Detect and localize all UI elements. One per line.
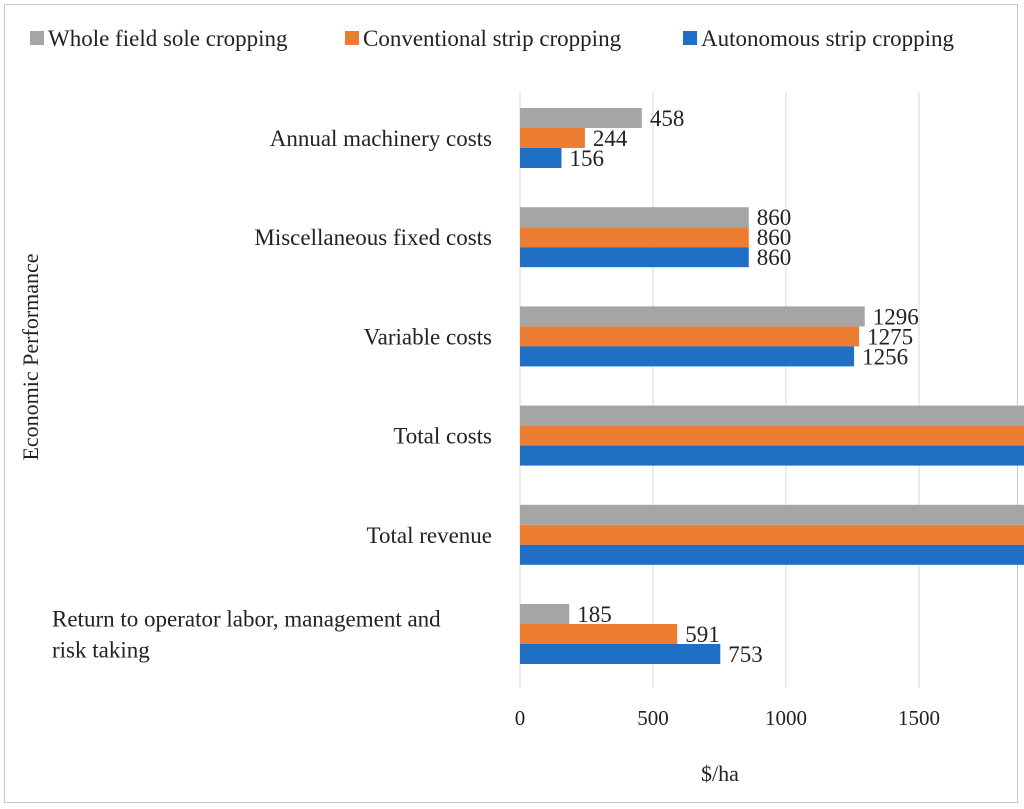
bar [520,227,749,248]
data-label: 1256 [862,344,908,369]
x-tick-label: 1000 [765,706,807,730]
category-label: Total revenue [367,523,492,548]
data-label: 185 [577,602,612,627]
category-label: Total costs [393,424,492,449]
category-label: Annual machinery costs [270,126,492,151]
x-axis-label: $/ha [701,761,739,786]
category-label: Variable costs [364,324,492,349]
x-tick-label: 500 [637,706,669,730]
bar [520,207,749,228]
bar [520,604,570,624]
data-label: 1275 [867,324,913,349]
bar [520,504,1024,525]
bar [520,306,865,327]
legend-label: Whole field sole cropping [48,26,288,51]
bar [520,544,1024,565]
bar [520,326,860,347]
legend: Whole field sole cropping Conventional st… [30,26,954,51]
bar [520,247,749,268]
data-label: 591 [685,622,720,647]
gridlines [519,92,920,688]
bar [520,425,1024,446]
category-label: Miscellaneous fixed costs [254,225,492,250]
data-label: 244 [593,126,628,151]
data-label: 860 [757,205,792,230]
x-tick-label: 0 [515,706,526,730]
category-label: Return to operator labor, management and [52,607,441,632]
bar [520,108,642,128]
bar [520,644,721,664]
y-axis-label: Economic Performance [18,253,43,460]
data-label: 458 [650,106,685,131]
category-label: risk taking [52,638,150,663]
data-labels: 4582441568608608601296127512562615237922… [569,106,919,667]
data-label: 753 [728,642,763,667]
category-labels: Annual machinery costs Miscellaneous fixe… [52,126,492,663]
bar [520,148,562,168]
bar [520,128,585,148]
bar [520,346,855,367]
chart-frame [4,4,1018,803]
x-tick-labels: 0500100015002000250030003500 [515,706,940,730]
data-label: 1296 [873,304,919,329]
data-label: 860 [757,245,792,270]
legend-swatch [683,31,697,45]
bar [520,524,1024,545]
legend-swatch [30,31,44,45]
data-label: 156 [569,146,604,171]
legend-label: Conventional strip cropping [363,26,622,51]
bars [520,108,1024,664]
bar [520,405,1024,426]
legend-swatch [345,31,359,45]
x-tick-label: 1500 [898,706,940,730]
legend-label: Autonomous strip cropping [701,26,954,51]
bar [520,445,1024,466]
bar [520,624,678,644]
data-label: 860 [757,225,792,250]
